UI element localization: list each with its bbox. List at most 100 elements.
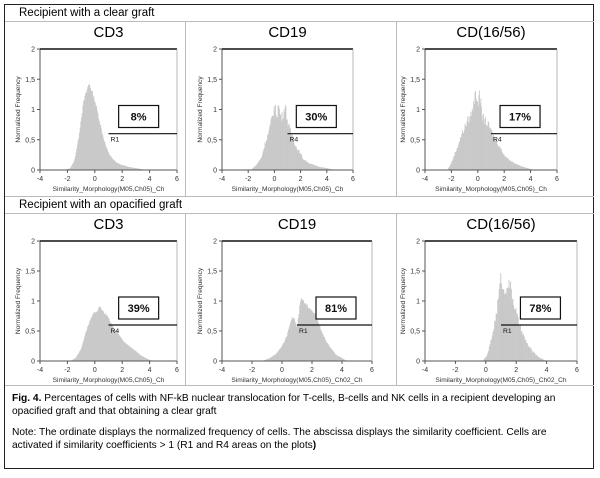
histogram-bar (523, 166, 525, 170)
histogram-bar (515, 164, 517, 170)
histogram-bar (319, 326, 321, 361)
histogram-bar (94, 311, 95, 361)
figure-frame (4, 4, 594, 469)
histogram-bar (476, 100, 478, 170)
histogram-bar (319, 166, 321, 170)
x-tick-label: 2 (120, 367, 124, 374)
histogram-bar (263, 149, 265, 170)
histogram-bar (316, 319, 318, 361)
histogram-bar (128, 166, 130, 170)
histogram-bar (295, 146, 297, 170)
histogram-bar (301, 157, 303, 170)
histogram-bar (333, 351, 334, 361)
histogram-bar (117, 163, 119, 170)
histogram-bar (68, 168, 70, 170)
histogram-bar (282, 118, 284, 170)
histogram-bar (94, 313, 96, 361)
x-tick-label: -2 (245, 176, 251, 183)
histogram-bar (100, 125, 102, 170)
histogram-bar (90, 90, 92, 170)
histogram-bar (491, 131, 493, 170)
histogram-bar (281, 112, 283, 170)
percent-label: 39% (128, 303, 150, 315)
x-tick-label: 4 (340, 367, 344, 374)
histogram-bar (273, 115, 274, 170)
histogram-bar (79, 132, 80, 170)
histogram-bar (326, 168, 327, 170)
chart-title: CD(16/56) (456, 24, 526, 41)
histogram-bar (492, 134, 494, 170)
caption-title: Fig. 4. Percentages of cells with NF-kB … (12, 392, 587, 418)
y-tick-label: 2 (416, 47, 420, 54)
histogram-bar (516, 164, 517, 170)
histogram-bar (481, 107, 482, 170)
histogram-bar (255, 165, 257, 170)
x-tick-label: 0 (93, 176, 97, 183)
percent-box (295, 104, 337, 129)
histogram-bar (505, 156, 507, 170)
histogram-bar (475, 98, 477, 170)
histogram-bar (339, 356, 341, 361)
histogram-bar (120, 164, 122, 170)
x-axis-label: Similarity_Morphology(M05,Ch05)_Ch (53, 377, 165, 384)
histogram-bar (524, 166, 525, 170)
histogram-bar (87, 85, 89, 170)
histogram-bar (309, 309, 311, 361)
histogram-bar (329, 168, 331, 170)
histogram-bar (488, 351, 490, 361)
histogram-bar (111, 157, 113, 170)
histogram-bar (486, 125, 488, 170)
histogram-panel: CD19 0 0,5 1 1,5 2 -4 -2 0 2 4 6 Similarity_Morpholo… (186, 22, 396, 196)
histogram-bar (343, 359, 345, 361)
histogram-bar (306, 305, 307, 361)
percent-label: 8% (131, 112, 147, 124)
histogram-bar (501, 151, 503, 170)
histogram-bar (84, 95, 86, 170)
histogram-bar (526, 343, 528, 361)
histogram-bar (83, 340, 85, 361)
histogram-bar (144, 357, 146, 361)
histogram-bar (269, 126, 271, 170)
histogram-bar (71, 165, 73, 170)
histogram-bar (92, 315, 93, 361)
histogram-bar (116, 332, 117, 361)
histogram-bar (465, 125, 467, 170)
histogram-bar (111, 158, 113, 170)
percent-label: 81% (325, 303, 347, 315)
histogram-bar (127, 345, 129, 361)
histogram-bar (131, 347, 132, 361)
histogram-bar (117, 333, 119, 361)
histogram-bar (303, 159, 305, 170)
histogram-bar (299, 305, 301, 361)
x-axis-label: Similarity_Morphology(M05,Ch05)_Ch02_Ch (231, 377, 363, 384)
y-tick-label: 0,5 (410, 329, 420, 336)
histogram-bar (321, 331, 322, 361)
histogram-bar (92, 314, 94, 361)
histogram-bar (495, 313, 497, 361)
histogram-bar (81, 345, 83, 361)
histogram-bar (494, 139, 496, 170)
x-tick-label: 0 (476, 176, 480, 183)
histogram-bar (103, 138, 104, 170)
x-tick-label: 6 (555, 176, 559, 183)
histogram-bar (511, 161, 513, 170)
histogram-bar (97, 113, 99, 170)
histogram-bar (76, 355, 78, 361)
histogram-bar (138, 168, 140, 170)
histogram-bar (280, 347, 282, 361)
column-divider (396, 214, 397, 385)
histogram-bar (289, 324, 291, 361)
y-tick-label: 1 (416, 107, 420, 114)
y-tick-label: 1,5 (410, 269, 420, 276)
histogram-bar (105, 314, 107, 361)
histogram-bar (529, 168, 531, 170)
histogram-bars (447, 90, 534, 170)
histogram-bar (286, 336, 288, 361)
histogram-bar (299, 152, 301, 170)
histogram-bar (478, 95, 480, 170)
histogram-bar (72, 163, 74, 170)
histogram-bar (529, 168, 531, 170)
column-divider (396, 22, 397, 196)
x-tick-label: -2 (452, 367, 458, 374)
histogram-bar (490, 340, 492, 361)
